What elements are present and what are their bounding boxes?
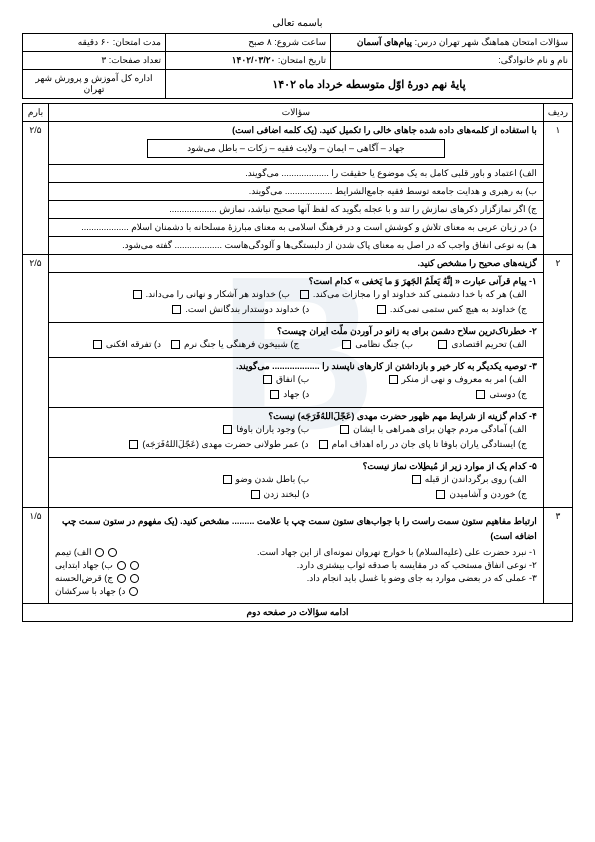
- checkbox-icon[interactable]: [133, 290, 142, 299]
- checkbox-icon[interactable]: [270, 390, 279, 399]
- hdr-subject-lbl: سؤالات امتحان هماهنگ شهر تهران درس:: [415, 37, 568, 47]
- q2-s2-q: ۲- خطرناک‌ترین سلاح دشمن برای به زانو در…: [55, 326, 537, 337]
- q2-s4-b: ب) وجود یاران باوفا: [236, 424, 309, 435]
- q2-s1-d: د) خداوند دوستدار بندگانش است.: [185, 304, 309, 315]
- q2-s5-a: الف) روی برگرداندن از قبله: [425, 474, 527, 485]
- q1-score: ۲/۵: [23, 122, 49, 255]
- hdr-duration-lbl: مدت امتحان:: [113, 37, 161, 47]
- q1-d: د) در زبان عربی به معنای تلاش و کوشش است…: [49, 219, 543, 237]
- q2-s1-c: ج) خداوند به هیچ کس ستمی نمی‌کند.: [390, 304, 527, 315]
- q3-r3: ۳- عملی که در بعضی موارد به جای وضو یا غ…: [307, 573, 537, 584]
- hdr-pages-val: ۳: [101, 55, 106, 65]
- checkbox-icon[interactable]: [389, 375, 398, 384]
- q1-wordbox: جهاد – آگاهی – ایمان – ولایت فقیه – زکات…: [147, 139, 446, 158]
- q3-r2: ۲- نوعی انفاق مستحب که در مقایسه با صدقه…: [297, 560, 537, 571]
- q3-score: ۱/۵: [23, 508, 49, 604]
- checkbox-icon[interactable]: [171, 340, 180, 349]
- hdr-date-lbl: تاریخ امتحان:: [278, 55, 326, 65]
- q1-num: ۱: [543, 122, 572, 255]
- checkbox-icon[interactable]: [223, 425, 232, 434]
- q2-s2-c: ج) شبیخون فرهنگی یا جنگ نرم: [184, 339, 299, 350]
- q3-l3: ج) قرض‌الحسنه: [55, 573, 113, 584]
- radio-icon[interactable]: [108, 548, 117, 557]
- checkbox-icon[interactable]: [340, 425, 349, 434]
- q2-s2-a: الف) تحریم اقتصادی: [451, 339, 526, 350]
- hdr-start-val: ۸ صبح: [248, 37, 272, 47]
- q2-s3-b: ب) انفاق: [276, 374, 309, 385]
- radio-icon[interactable]: [129, 587, 138, 596]
- q2-s2-d: د) تفرقه افکنی: [106, 339, 161, 350]
- checkbox-icon[interactable]: [251, 490, 260, 499]
- exam-title: پایهٔ نهم دورهٔ اوّل متوسطه خرداد ماه ۱۴…: [166, 70, 573, 99]
- hdr-duration-val: ۶۰ دقیقه: [78, 37, 111, 47]
- checkbox-icon[interactable]: [223, 475, 232, 484]
- col-score: بارم: [23, 104, 49, 122]
- q1-c: ج) اگر نمازگزار ذکرهای نمازش را تند و با…: [49, 201, 543, 219]
- checkbox-icon[interactable]: [129, 440, 138, 449]
- checkbox-icon[interactable]: [300, 290, 309, 299]
- hdr-pages-lbl: تعداد صفحات:: [109, 55, 161, 65]
- hdr-name-lbl: نام و نام خانوادگی:: [498, 55, 568, 65]
- radio-icon[interactable]: [130, 574, 139, 583]
- q2-s4-d: د) عمر طولانی حضرت مهدی (عَجّلَ‌اللهُ‌فَ…: [142, 439, 308, 450]
- q2-score: ۲/۵: [23, 255, 49, 508]
- q1-a: الف) اعتماد و باور قلبی کامل به یک موضوع…: [49, 165, 543, 183]
- q3-l1: الف) تیمم: [55, 547, 91, 558]
- q2-s4-q: ۴- کدام گزینه از شرایط مهم ظهور حضرت مهد…: [55, 411, 537, 422]
- checkbox-icon[interactable]: [319, 440, 328, 449]
- col-row: ردیف: [543, 104, 572, 122]
- q2-s1-b: ب) خداوند هر آشکار و نهانی را می‌داند.: [146, 289, 290, 300]
- q2-s5-b: ب) باطل شدن وضو: [236, 474, 310, 485]
- q2-title: گزینه‌های صحیح را مشخص کنید.: [418, 258, 537, 268]
- q2-s3-c: ج) دوستی: [489, 389, 526, 400]
- checkbox-icon[interactable]: [436, 490, 445, 499]
- footer-continue: ادامه سؤالات در صفحه دوم: [23, 603, 573, 621]
- checkbox-icon[interactable]: [476, 390, 485, 399]
- q1-b: ب) به رهبری و هدایت جامعه توسط فقیه جامع…: [49, 183, 543, 201]
- q2-num: ۲: [543, 255, 572, 508]
- header-table: سؤالات امتحان هماهنگ شهر تهران درس: پیام…: [22, 33, 573, 99]
- q1-title: با استفاده از کلمه‌های داده شده جاهای خا…: [232, 125, 537, 135]
- q2-s4-c: ج) ایستادگی یاران باوفا تا پای جان در را…: [332, 439, 527, 450]
- q2-s3-a: الف) امر به معروف و نهی از منکر: [402, 374, 527, 385]
- q2-s1-q: ۱- پیام قرآنی عبارت « إنَّهُ یَعلَمُ الج…: [55, 276, 537, 287]
- checkbox-icon[interactable]: [377, 305, 386, 314]
- hdr-date-val: ۱۴۰۲/۰۳/۲۰: [232, 55, 276, 65]
- org-name: اداره کل آموزش و پرورش شهر تهران: [23, 70, 166, 99]
- radio-icon[interactable]: [130, 561, 139, 570]
- checkbox-icon[interactable]: [172, 305, 181, 314]
- hdr-subject-val: پیام‌های آسمان: [357, 37, 412, 47]
- q1-e: هـ) به نوعی انفاق واجب که در اصل به معنا…: [49, 237, 543, 254]
- q2-s1-a: الف) هر که با خدا دشمنی کند خداوند او را…: [313, 289, 527, 300]
- q2-s5-q: ۵- کدام یک از موارد زیر از مُبطِلات نماز…: [55, 461, 537, 472]
- q2-s2-b: ب) جنگ نظامی: [355, 339, 413, 350]
- col-body: سؤالات: [49, 104, 544, 122]
- q3-num: ۳: [543, 508, 572, 604]
- checkbox-icon[interactable]: [263, 375, 272, 384]
- question-table: ردیف سؤالات بارم ۱ با استفاده از کلمه‌ها…: [22, 103, 573, 622]
- q3-l4: د) جهاد با سرکشان: [55, 586, 125, 597]
- checkbox-icon[interactable]: [438, 340, 447, 349]
- q2-s3-d: د) جهاد: [283, 389, 309, 400]
- checkbox-icon[interactable]: [93, 340, 102, 349]
- hdr-start-lbl: ساعت شروع:: [274, 37, 326, 47]
- bismillah: باسمه تعالی: [22, 18, 573, 29]
- q2-s3-q: ۳- توصیه یکدیگر به کار خیر و بازداشتن از…: [55, 361, 537, 372]
- checkbox-icon[interactable]: [412, 475, 421, 484]
- q2-s5-c: ج) خوردن و آشامیدن: [449, 489, 526, 500]
- q3-title: ارتباط مفاهیم ستون سمت راست را با جواب‌ه…: [55, 514, 537, 545]
- q3-l2: ب) جهاد ابتدایی: [55, 560, 113, 571]
- radio-icon[interactable]: [117, 561, 126, 570]
- radio-icon[interactable]: [117, 574, 126, 583]
- checkbox-icon[interactable]: [342, 340, 351, 349]
- q3-r1: ۱- نبرد حضرت علی (علیه‌السلام) با خوارج …: [257, 547, 537, 558]
- radio-icon[interactable]: [95, 548, 104, 557]
- q2-s5-d: د) لبخند زدن: [264, 489, 310, 500]
- q2-s4-a: الف) آمادگی مردم جهان برای همراهی با ایش…: [353, 424, 527, 435]
